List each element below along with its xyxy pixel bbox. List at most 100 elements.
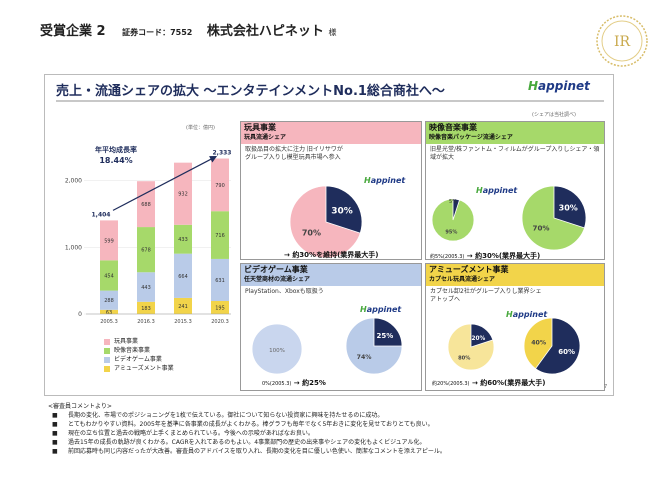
panel-toys-subtitle: 玩具流通シェア: [244, 134, 287, 141]
ir-award-seal-icon: IR: [596, 15, 648, 67]
page-number: 7: [604, 384, 608, 390]
panel-amusement-body: カプセル卸2社がグループ入りし業界シェアトップへ: [430, 288, 542, 303]
legend-item: 玩具事業: [104, 337, 174, 346]
pie-slice-share: [553, 185, 587, 229]
bar-value-label: 631: [215, 278, 225, 284]
panel-game-header: ビデオゲーム事業 任天堂商材の流通シェア: [241, 264, 421, 286]
title-divider: [56, 100, 604, 102]
pie-slice-share: [470, 323, 494, 348]
pie-rest-label: 74%: [357, 354, 373, 361]
legend-swatch: [104, 338, 110, 345]
award-label: 受賞企業 2: [40, 24, 106, 39]
growth-label: 年平均成長率: [95, 145, 137, 154]
pie-rest-label: 40%: [531, 340, 547, 347]
pie-slice-rest: [251, 323, 303, 375]
x-tick-label: 2016.3: [137, 319, 155, 325]
legend-label: アミューズメント事業: [114, 365, 174, 372]
pie-slice-share: [325, 185, 363, 234]
bar-segment: [174, 224, 192, 254]
game-share-pie-after: 25% 74%: [345, 317, 403, 375]
amusement-mini-logo: Happinet: [506, 310, 548, 319]
legend-swatch: [104, 356, 110, 363]
chart-legend: 玩具事業 映像音楽事業 ビデオゲーム事業 アミューズメント事業: [104, 337, 174, 373]
pie-share-label: 30%: [331, 206, 353, 216]
chart-unit: (単位：億円): [186, 125, 215, 131]
honorific: 様: [328, 28, 337, 37]
legend-item: 映像音楽事業: [104, 346, 174, 355]
x-tick-label: 2015.3: [174, 319, 192, 325]
panel-amusement: アミューズメント事業 カプセル玩具流通シェア カプセル卸2社がグループ入りし業界…: [425, 263, 605, 391]
bar-segment: [100, 260, 118, 291]
pie-rest-label: 70%: [302, 229, 321, 238]
toys-mini-logo: Happinet: [364, 176, 406, 185]
securities-code: 証券コード：7552: [122, 28, 193, 37]
bar-segment: [137, 181, 155, 228]
judges-comments: <審査員コメントより> 長期の変化、市場でのポジショニングを1枚で伝えている。御…: [48, 402, 648, 456]
panel-toys-header: 玩具事業 玩具流通シェア: [241, 122, 421, 144]
bar-segment: [100, 290, 118, 310]
pie-share-label: 25%: [377, 332, 394, 340]
bar-segment: [137, 227, 155, 273]
pie-slice-share: [373, 317, 403, 347]
panel-amusement-title: アミューズメント事業: [429, 265, 509, 274]
panel-amusement-subtitle: カプセル玩具流通シェア: [429, 276, 496, 283]
comment-item: とてもわかりやすい資料。2005年を基準に各事業の成長がよくわかる。棒グラフも毎…: [48, 420, 648, 429]
video-result: 約5%(2005.3) → 約30%(業界最大手): [430, 252, 541, 260]
bar-value-label: 195: [215, 306, 225, 312]
comment-item: 長期の変化、市場でのポジショニングを1枚で伝えている。御社について知らない投資家…: [48, 411, 648, 420]
legend-item: ビデオゲーム事業: [104, 355, 174, 364]
bar-value-label: 664: [178, 274, 188, 280]
video-mini-logo: Happinet: [476, 186, 518, 195]
video-share-pie-after: 30% 70%: [521, 185, 587, 251]
bar-value-label: 716: [215, 233, 225, 239]
bar-value-label: 678: [141, 248, 151, 254]
share-note: (シェアは当社調べ): [532, 112, 576, 118]
bar-value-label: 288: [104, 298, 114, 304]
comment-item: 現在の立ち位置と過去の戦略が上手くまとめられている。今後への示唆があればなお良い…: [48, 429, 648, 438]
pie-share-label: 30%: [559, 204, 578, 213]
pie-slice-share: [452, 198, 460, 221]
panel-video-header: 映像音楽事業 映像音楽パッケージ流通シェア: [426, 122, 604, 144]
panel-toys-title: 玩具事業: [244, 123, 276, 132]
bar-value-label: 599: [104, 238, 114, 244]
bar-segment: [137, 301, 155, 314]
legend-swatch: [104, 365, 110, 372]
award-header: 受賞企業 2 証券コード：7552 株式会社ハピネット 様: [40, 20, 336, 39]
bar-value-label: 241: [178, 304, 188, 310]
bar-value-label: 932: [178, 192, 188, 198]
panel-video-title: 映像音楽事業: [429, 123, 477, 132]
pie-rest-label: 95%: [445, 229, 457, 235]
panel-game-body: PlayStation、Xboxも取扱う: [245, 288, 324, 295]
amusement-share-pie-after: 60% 40%: [523, 317, 581, 375]
bar-segment: [211, 301, 229, 314]
amusement-result: 約20%(2005.3) → 約60%(業界最大手): [432, 379, 546, 387]
legend-item: アミューズメント事業: [104, 364, 174, 373]
seal-text: IR: [614, 34, 631, 50]
y-tick-label: 0: [78, 311, 82, 318]
bar-segment: [100, 220, 118, 261]
bar-value-label: 790: [215, 183, 225, 189]
bar-value-label: 433: [178, 237, 188, 243]
x-tick-label: 2020.3: [211, 319, 229, 325]
bar-value-label: 454: [104, 273, 114, 279]
bar-segment: [137, 272, 155, 302]
happinet-logo: Happinet: [528, 79, 590, 93]
pie-slice-share: [534, 317, 581, 375]
bar-value-label: 688: [141, 202, 151, 208]
panel-game-title: ビデオゲーム事業: [244, 265, 308, 274]
pie-rest-label: 70%: [533, 223, 550, 232]
panel-video-body: 旧星光堂/株ファントム・フィルムがグループ入りしシェア・領域が拡大: [430, 146, 600, 161]
legend-label: 玩具事業: [114, 338, 139, 345]
x-tick-label: 2005.3: [100, 319, 118, 325]
comment-item: 過去15年の成長の軌跡が良くわかる。CAGRを入れてあるのもよい。4事業部門の歴…: [48, 438, 648, 447]
y-tick-label: 1,000: [65, 244, 82, 251]
growth-arrow: [112, 155, 218, 211]
bar-value-label: 63: [106, 310, 112, 316]
bar-value-label: 443: [141, 285, 151, 291]
y-tick-label: 2,000: [65, 178, 82, 185]
toys-share-pie: 30% 70%: [289, 185, 363, 259]
bar-total-label: 1,404: [92, 211, 111, 218]
game-result: 0%(2005.3) → 約25%: [262, 379, 326, 387]
slide-title: 売上・流通シェアの拡大 ～エンタテインメントNo.1総合商社へ～: [56, 84, 445, 99]
pie-rest-label: 80%: [458, 355, 470, 361]
